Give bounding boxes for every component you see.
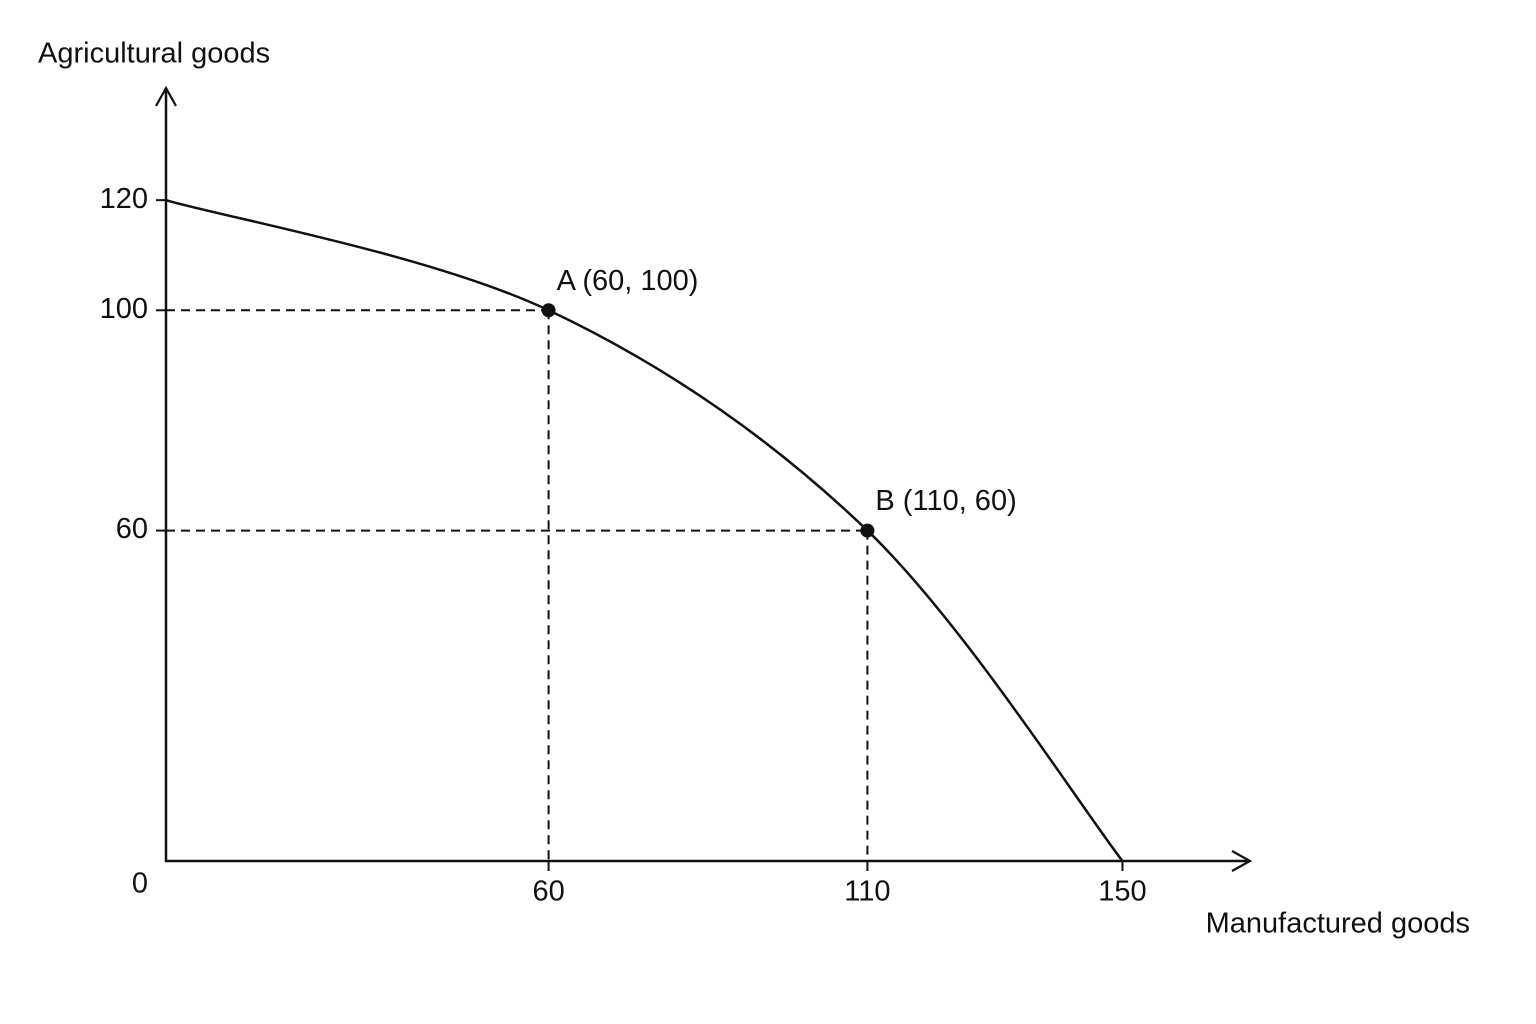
y-axis-label: Agricultural goods: [38, 38, 270, 70]
y-tick-label: 120: [100, 183, 148, 215]
x-tick-label: 110: [844, 876, 890, 908]
frontier-curve: [165, 198, 1124, 862]
point-label: B (110, 60): [875, 485, 1016, 517]
y-tick-label: 60: [116, 513, 148, 545]
x-tick-label: 60: [532, 876, 564, 908]
point-marker: [541, 303, 556, 318]
y-tick-label: 100: [100, 293, 148, 325]
point-marker: [860, 523, 875, 538]
x-tick-label: 150: [1098, 876, 1146, 908]
point-label: A (60, 100): [557, 265, 699, 297]
x-axis-label: Manufactured goods: [1206, 908, 1470, 940]
x-tick-label: 0: [132, 868, 148, 900]
